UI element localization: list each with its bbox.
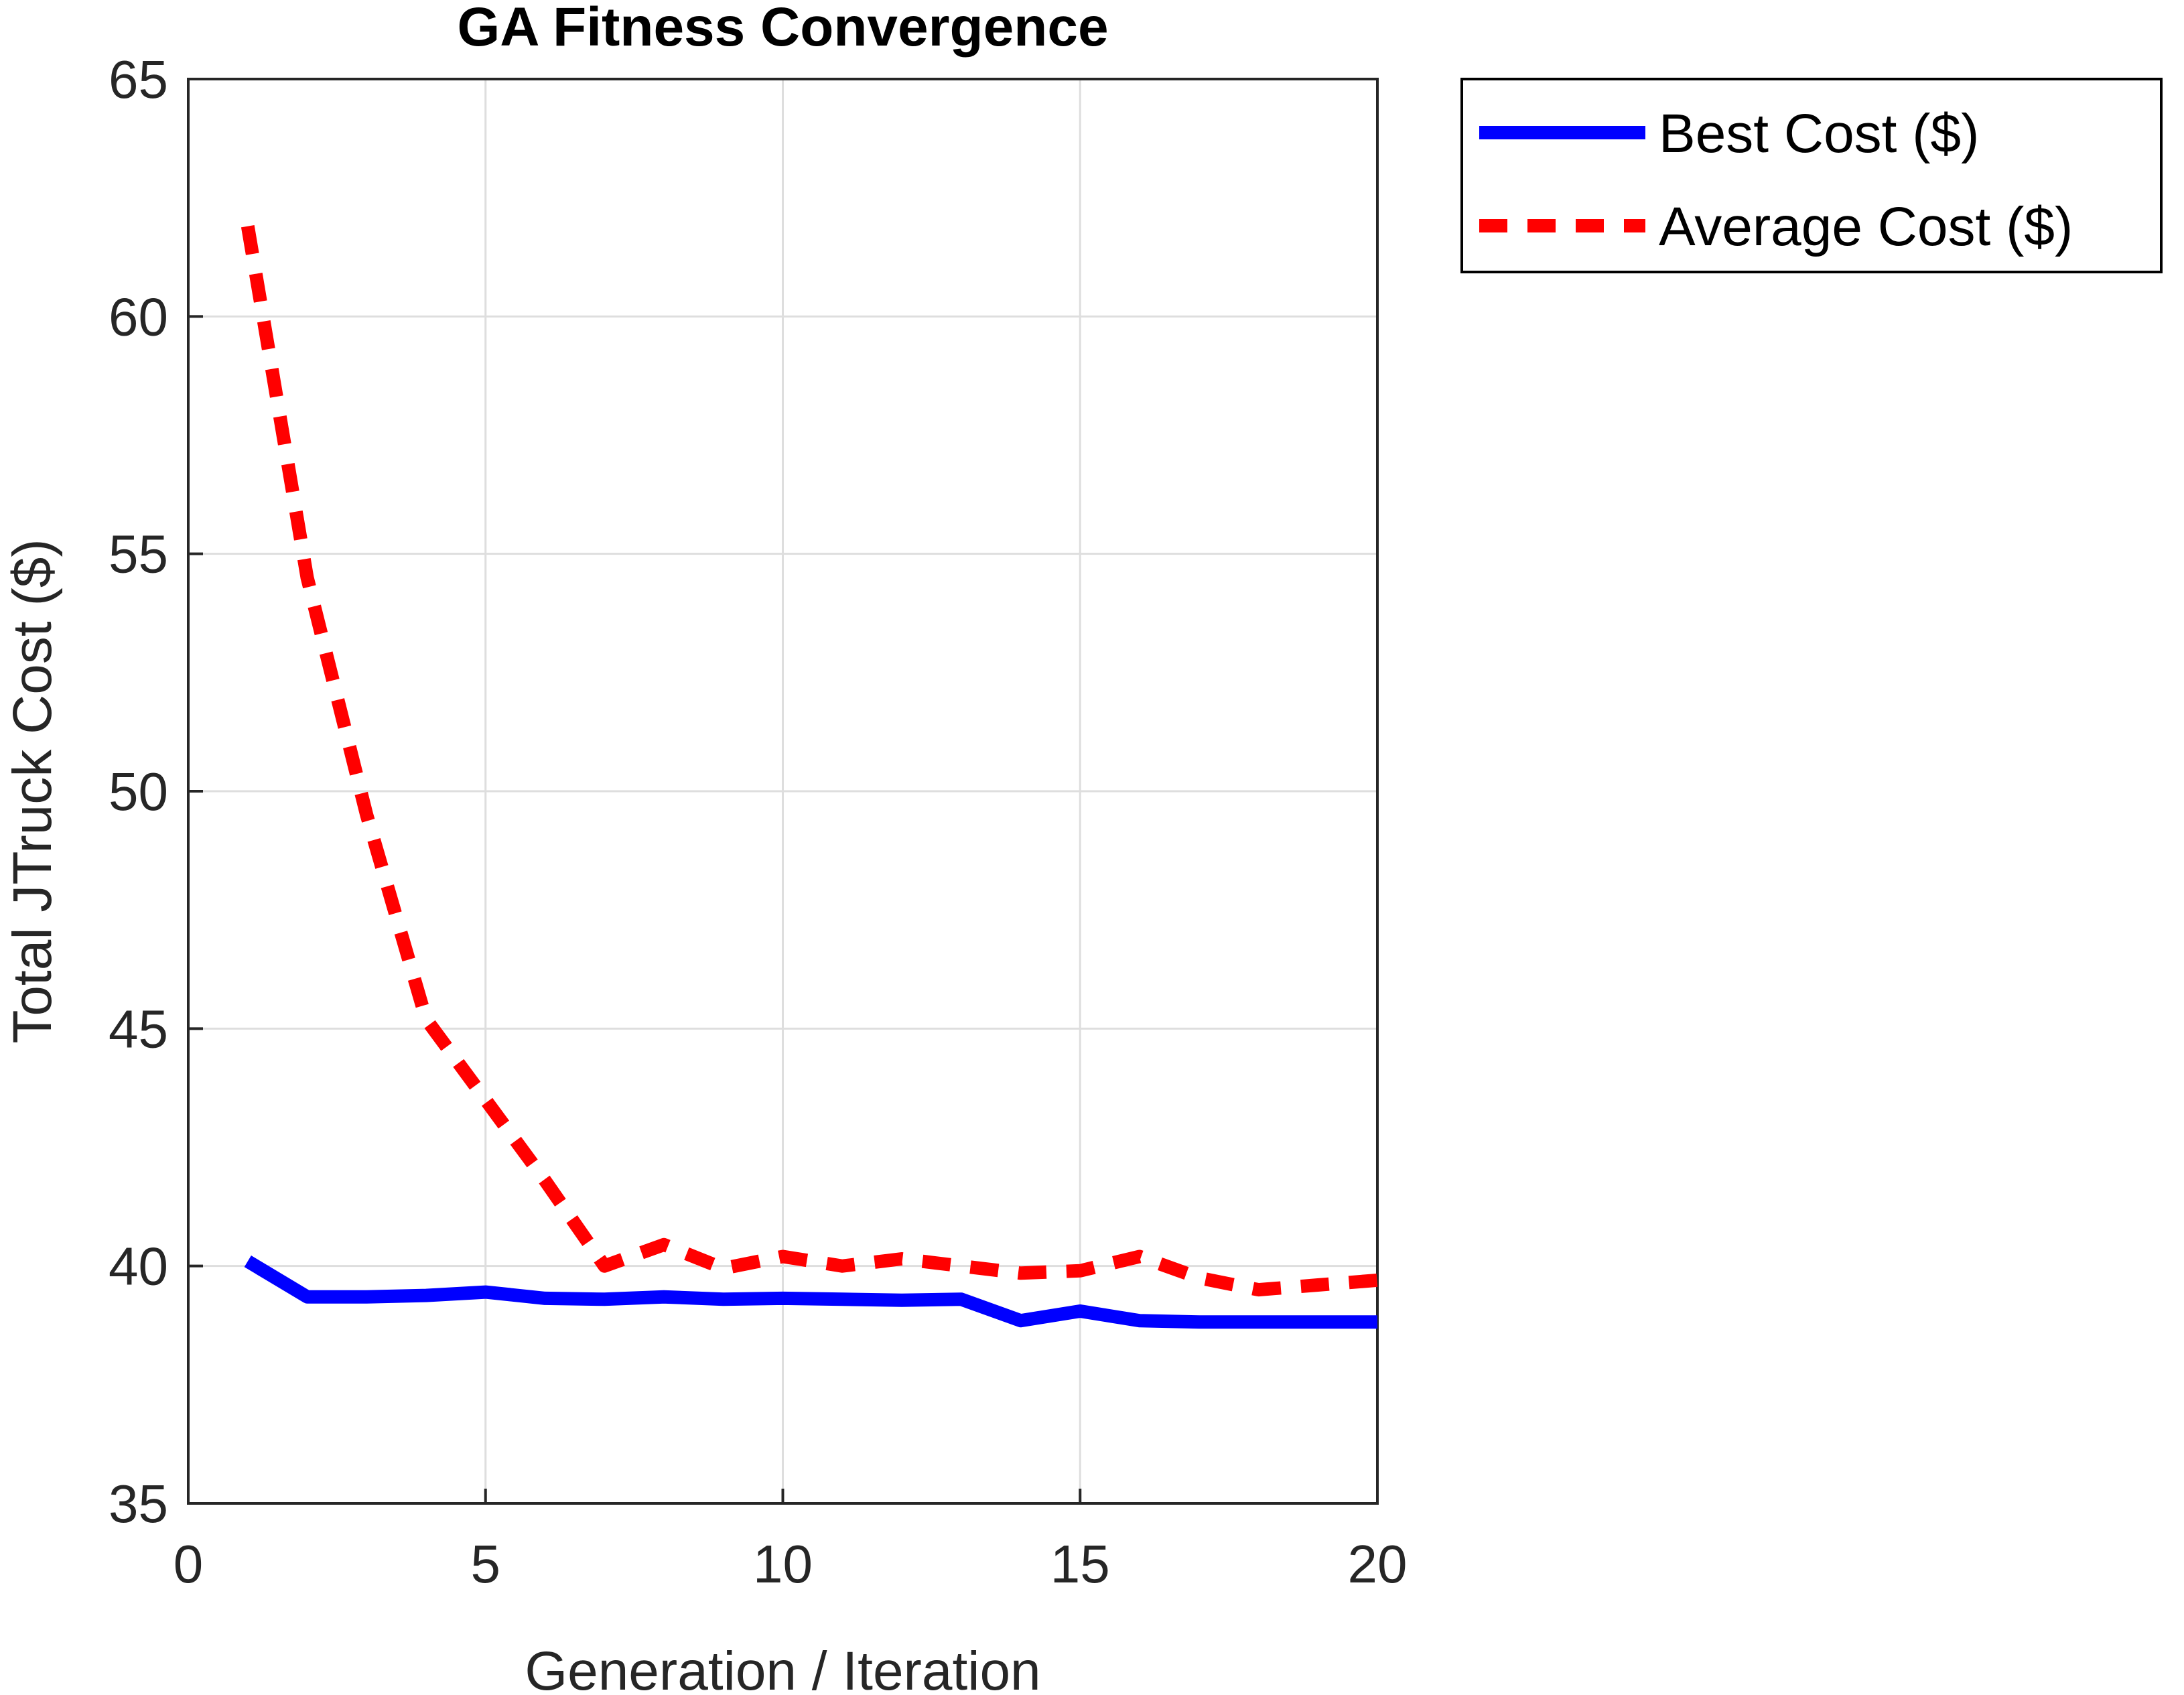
x-tick-label: 10 [753, 1534, 813, 1594]
axis-ticks: 0 5 10 15 20 35 40 45 50 55 60 65 [109, 50, 1407, 1594]
chart-title: GA Fitness Convergence [457, 0, 1108, 58]
legend-label-best-cost: Best Cost ($) [1659, 103, 1979, 164]
y-axis-label: Total JTruck Cost ($) [2, 539, 63, 1043]
y-tick-label: 65 [109, 50, 168, 109]
y-tick-label: 40 [109, 1237, 168, 1296]
y-tick-label: 55 [109, 525, 168, 584]
x-tick-label: 20 [1348, 1534, 1408, 1594]
y-tick-label: 35 [109, 1474, 168, 1534]
x-tick-label: 5 [471, 1534, 501, 1594]
legend-label-average-cost: Average Cost ($) [1659, 196, 2073, 257]
legend-box [1460, 78, 2163, 273]
x-tick-label: 0 [174, 1534, 204, 1594]
x-tick-label: 15 [1050, 1534, 1110, 1594]
y-tick-label: 50 [109, 762, 168, 821]
series-lines [241, 225, 1378, 1329]
x-axis-label: Generation / Iteration [525, 1641, 1040, 1695]
average-cost-line [241, 225, 1378, 1297]
y-tick-label: 60 [109, 287, 168, 346]
best-cost-line [244, 1256, 1377, 1329]
y-tick-label: 45 [109, 999, 168, 1059]
legend: Best Cost ($) Average Cost ($) [1460, 78, 2163, 273]
grid [188, 79, 1377, 1503]
